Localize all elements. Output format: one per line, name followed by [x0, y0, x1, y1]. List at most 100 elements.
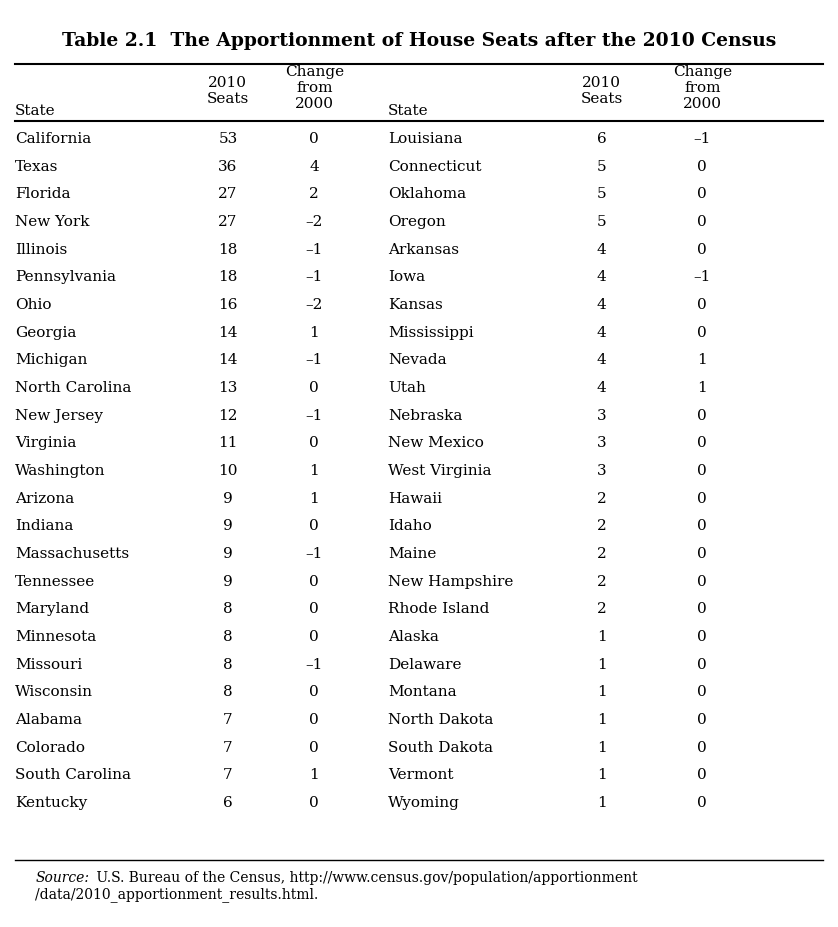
Text: 0: 0 [697, 408, 707, 422]
Text: South Dakota: South Dakota [388, 740, 493, 754]
Text: Maine: Maine [388, 546, 437, 560]
Text: South Carolina: South Carolina [15, 768, 131, 781]
Text: 0: 0 [697, 298, 707, 311]
Text: Wyoming: Wyoming [388, 795, 460, 809]
Text: 27: 27 [218, 187, 238, 201]
Text: 0: 0 [697, 519, 707, 533]
Text: 8: 8 [223, 629, 233, 643]
Text: 5: 5 [597, 159, 607, 173]
Text: 9: 9 [223, 519, 233, 533]
Text: 4: 4 [597, 353, 607, 367]
Text: 3: 3 [597, 464, 607, 477]
Text: Illinois: Illinois [15, 243, 67, 257]
Text: New Mexico: New Mexico [388, 436, 484, 450]
Text: Nevada: Nevada [388, 353, 447, 367]
Text: 8: 8 [223, 657, 233, 671]
Text: 0: 0 [697, 464, 707, 477]
Text: 7: 7 [223, 740, 233, 754]
Text: 9: 9 [223, 491, 233, 505]
Text: Idaho: Idaho [388, 519, 432, 533]
Text: 4: 4 [597, 243, 607, 257]
Text: 0: 0 [697, 491, 707, 505]
Text: Change
from
2000: Change from 2000 [285, 65, 344, 111]
Text: 11: 11 [218, 436, 238, 450]
Text: 0: 0 [309, 712, 319, 726]
Text: 18: 18 [218, 270, 238, 284]
Text: Source:: Source: [35, 870, 89, 884]
Text: 9: 9 [223, 574, 233, 588]
Text: 36: 36 [218, 159, 238, 173]
Text: –1: –1 [306, 546, 323, 560]
Text: New York: New York [15, 215, 90, 229]
Text: New Hampshire: New Hampshire [388, 574, 514, 588]
Text: 2: 2 [597, 574, 607, 588]
Text: Alaska: Alaska [388, 629, 439, 643]
Text: 2: 2 [597, 491, 607, 505]
Text: 3: 3 [597, 408, 607, 422]
Text: 0: 0 [697, 684, 707, 698]
Text: /data/2010_apportionment_results.html.: /data/2010_apportionment_results.html. [35, 886, 318, 901]
Text: 0: 0 [697, 574, 707, 588]
Text: Alabama: Alabama [15, 712, 82, 726]
Text: Change
from
2000: Change from 2000 [673, 65, 732, 111]
Text: Pennsylvania: Pennsylvania [15, 270, 116, 284]
Text: 14: 14 [218, 353, 238, 367]
Text: 16: 16 [218, 298, 238, 311]
Text: 0: 0 [697, 159, 707, 173]
Text: 6: 6 [597, 132, 607, 146]
Text: Delaware: Delaware [388, 657, 462, 671]
Text: 0: 0 [697, 657, 707, 671]
Text: U.S. Bureau of the Census, http://www.census.gov/population/apportionment: U.S. Bureau of the Census, http://www.ce… [92, 870, 638, 884]
Text: 0: 0 [697, 795, 707, 809]
Text: –1: –1 [306, 353, 323, 367]
Text: 4: 4 [597, 270, 607, 284]
Text: 10: 10 [218, 464, 238, 477]
Text: 1: 1 [309, 491, 319, 505]
Text: –1: –1 [694, 132, 711, 146]
Text: 1: 1 [597, 657, 607, 671]
Text: 0: 0 [697, 768, 707, 781]
Text: –1: –1 [306, 408, 323, 422]
Text: 4: 4 [597, 325, 607, 339]
Text: Maryland: Maryland [15, 602, 89, 616]
Text: 1: 1 [697, 381, 707, 395]
Text: 0: 0 [309, 795, 319, 809]
Text: Connecticut: Connecticut [388, 159, 482, 173]
Text: 12: 12 [218, 408, 238, 422]
Text: 1: 1 [597, 629, 607, 643]
Text: Washington: Washington [15, 464, 106, 477]
Text: Hawaii: Hawaii [388, 491, 442, 505]
Text: 18: 18 [218, 243, 238, 257]
Text: 53: 53 [219, 132, 237, 146]
Text: 1: 1 [597, 712, 607, 726]
Text: Table 2.1  The Apportionment of House Seats after the 2010 Census: Table 2.1 The Apportionment of House Sea… [62, 32, 776, 49]
Text: 1: 1 [597, 768, 607, 781]
Text: Minnesota: Minnesota [15, 629, 96, 643]
Text: 3: 3 [597, 436, 607, 450]
Text: 1: 1 [597, 684, 607, 698]
Text: Louisiana: Louisiana [388, 132, 463, 146]
Text: 0: 0 [697, 546, 707, 560]
Text: 0: 0 [697, 602, 707, 616]
Text: 0: 0 [697, 712, 707, 726]
Text: 0: 0 [697, 187, 707, 201]
Text: 0: 0 [309, 574, 319, 588]
Text: Vermont: Vermont [388, 768, 453, 781]
Text: –1: –1 [306, 270, 323, 284]
Text: Virginia: Virginia [15, 436, 76, 450]
Text: 0: 0 [309, 436, 319, 450]
Text: North Dakota: North Dakota [388, 712, 494, 726]
Text: –2: –2 [306, 298, 323, 311]
Text: Kentucky: Kentucky [15, 795, 87, 809]
Text: 2: 2 [597, 602, 607, 616]
Text: –1: –1 [306, 243, 323, 257]
Text: 0: 0 [309, 132, 319, 146]
Text: Arizona: Arizona [15, 491, 75, 505]
Text: 0: 0 [309, 629, 319, 643]
Text: –2: –2 [306, 215, 323, 229]
Text: 1: 1 [597, 795, 607, 809]
Text: Oklahoma: Oklahoma [388, 187, 466, 201]
Text: 0: 0 [309, 381, 319, 395]
Text: Montana: Montana [388, 684, 457, 698]
Text: 14: 14 [218, 325, 238, 339]
